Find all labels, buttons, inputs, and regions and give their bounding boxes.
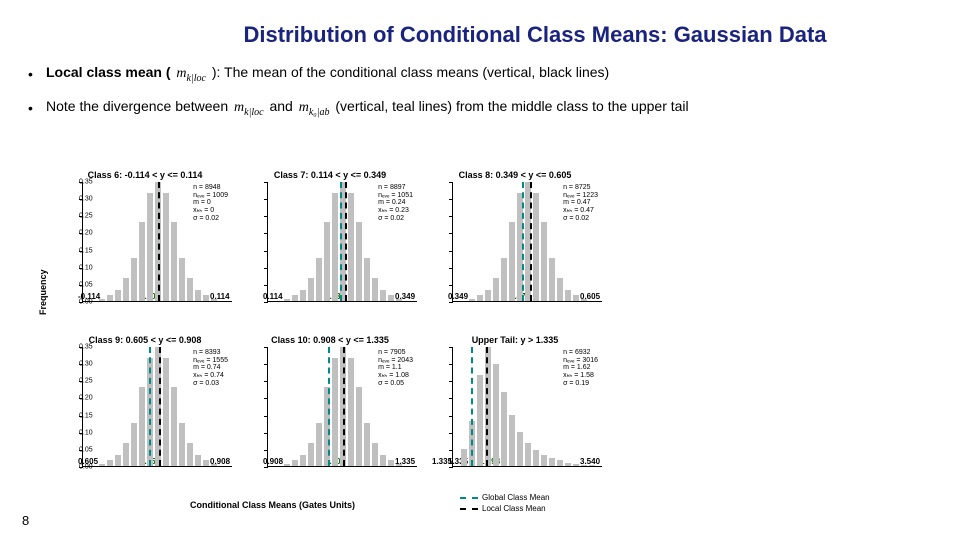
chart-panel: Class 9: 0.605 < y <= 0.9080.350.300.250… bbox=[60, 335, 230, 485]
plot-area: 0.350.300.250.200.150.100.050.00n = 8948… bbox=[82, 182, 232, 302]
local-mean-line bbox=[345, 182, 347, 301]
bullet1-label: Local class mean ( bbox=[46, 64, 171, 80]
local-mean-line bbox=[486, 347, 488, 466]
panel-stats: n = 8897nₑᵥₑ = 1051m = 0.24xₕₕ = 0.23σ =… bbox=[378, 184, 413, 222]
chart-panel: Upper Tail: y > 1.335 n = 6932nₑᵥₑ = 3016… bbox=[430, 335, 600, 485]
global-mean-line bbox=[522, 182, 524, 301]
chart-panel: Class 6: -0.114 < y <= 0.1140.350.300.25… bbox=[60, 170, 230, 320]
plot-area: n = 7905nₑᵥₑ = 2043m = 1.1xₕₕ = 1.08σ = … bbox=[267, 347, 417, 467]
global-mean-line bbox=[328, 347, 330, 466]
bullet-1: • Local class mean ( mk|loc ): The mean … bbox=[28, 64, 960, 84]
panel-title: Class 7: 0.114 < y <= 0.349 bbox=[245, 170, 415, 180]
local-mean-line bbox=[159, 347, 161, 466]
y-axis-label: Frequency bbox=[38, 269, 48, 315]
legend-local: Local Class Mean bbox=[460, 503, 550, 514]
global-mean-line bbox=[149, 347, 151, 466]
bullet2-b: (vertical, teal lines) from the middle c… bbox=[335, 98, 688, 114]
panel-title: Class 10: 0.908 < y <= 1.335 bbox=[245, 335, 415, 345]
chart-panel: Class 8: 0.349 < y <= 0.605 n = 8725nₑᵥₑ … bbox=[430, 170, 600, 320]
x-axis-label: Conditional Class Means (Gates Units) bbox=[190, 500, 355, 510]
plot-area: 0.350.300.250.200.150.100.050.00n = 8393… bbox=[82, 347, 232, 467]
plot-area: n = 8897nₑᵥₑ = 1051m = 0.24xₕₕ = 0.23σ =… bbox=[267, 182, 417, 302]
chart-panel: Class 7: 0.114 < y <= 0.349 n = 8897nₑᵥₑ … bbox=[245, 170, 415, 320]
legend-global: Global Class Mean bbox=[460, 492, 550, 503]
bullet1-rest: ): The mean of the conditional class mea… bbox=[212, 64, 609, 80]
global-mean-line bbox=[471, 347, 473, 466]
chart-panel: Class 10: 0.908 < y <= 1.335 n = 7905nₑᵥₑ… bbox=[245, 335, 415, 485]
panel-stats: n = 8393nₑᵥₑ = 1555m = 0.74xₕₕ = 0.74σ =… bbox=[193, 349, 228, 387]
plot-area: n = 6932nₑᵥₑ = 3016m = 1.62xₕₕ = 1.58σ =… bbox=[452, 347, 602, 467]
math-mkloc-2: mk|loc bbox=[232, 100, 266, 115]
local-mean-line bbox=[530, 182, 532, 301]
math-mkloc: mk|loc bbox=[174, 66, 208, 81]
bullet2-a: Note the divergence between bbox=[46, 98, 228, 114]
math-mk0ab: mk₀|ab bbox=[297, 100, 332, 115]
page-title: Distribution of Conditional Class Means:… bbox=[0, 0, 960, 56]
x-tick-left2: 1.335 bbox=[432, 457, 452, 466]
figure-grid: Frequency Conditional Class Means (Gates… bbox=[40, 170, 640, 530]
panel-stats: n = 8725nₑᵥₑ = 1223m = 0.47xₕₕ = 0.47σ =… bbox=[563, 184, 598, 222]
bullet-dot-icon: • bbox=[28, 66, 46, 82]
local-mean-line bbox=[158, 182, 160, 301]
panel-stats: n = 8948nₑᵥₑ = 1009m = 0xₕₕ = 0σ = 0.02 bbox=[193, 184, 228, 222]
panel-stats: n = 6932nₑᵥₑ = 3016m = 1.62xₕₕ = 1.58σ =… bbox=[563, 349, 598, 387]
plot-area: n = 8725nₑᵥₑ = 1223m = 0.47xₕₕ = 0.47σ =… bbox=[452, 182, 602, 302]
legend: Global Class Mean Local Class Mean bbox=[460, 492, 550, 514]
local-mean-line bbox=[343, 347, 345, 466]
bullet2-mid: and bbox=[269, 98, 292, 114]
bullet-2: • Note the divergence between mk|loc and… bbox=[28, 98, 960, 118]
panel-title: Upper Tail: y > 1.335 bbox=[430, 335, 600, 345]
bullet-list: • Local class mean ( mk|loc ): The mean … bbox=[0, 56, 960, 118]
bullet-dot-icon: • bbox=[28, 100, 46, 116]
panel-stats: n = 7905nₑᵥₑ = 2043m = 1.1xₕₕ = 1.08σ = … bbox=[378, 349, 413, 387]
panel-title: Class 8: 0.349 < y <= 0.605 bbox=[430, 170, 600, 180]
page-number: 8 bbox=[22, 513, 29, 528]
global-mean-line bbox=[340, 182, 342, 301]
